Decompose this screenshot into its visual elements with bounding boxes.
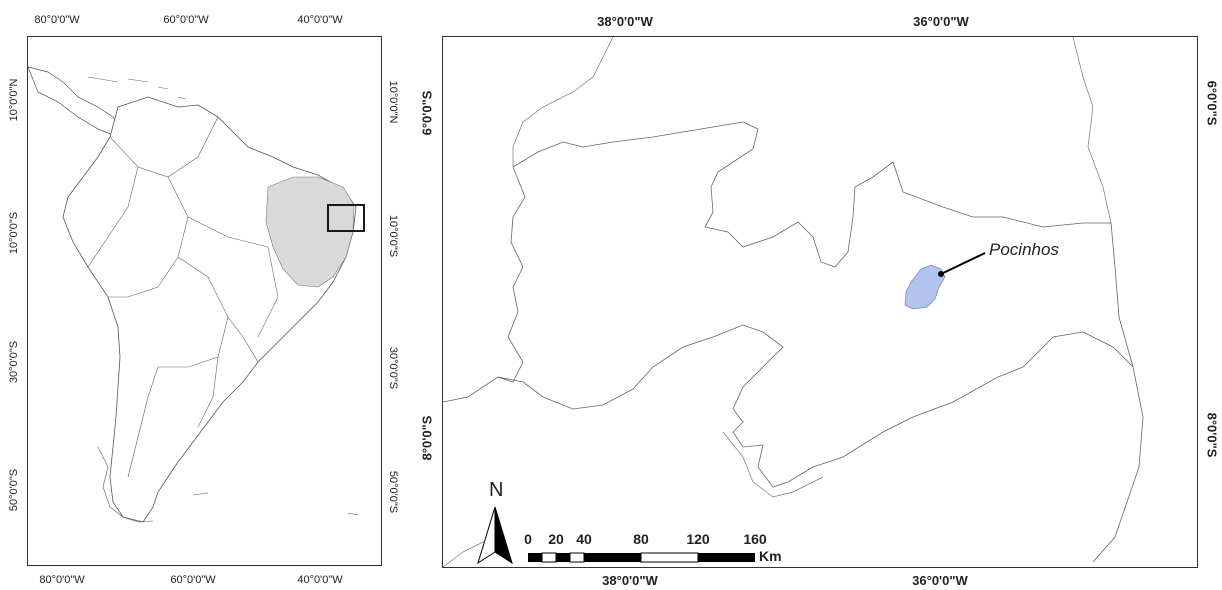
scale-unit-label: Km <box>759 548 782 564</box>
detail-left-lat-label: 6°0'0"S <box>419 90 435 136</box>
detail-right-lat-label: 6°0'0"S <box>1204 80 1220 126</box>
south-america-outline <box>62 96 357 523</box>
detail-map-frame: N Pocinhos 0 20 40 80 120 160 Km <box>442 36 1198 568</box>
detail-right-lat-label: 8°0'0"S <box>1204 412 1220 458</box>
overview-top-lon-label: 80°0'0"W <box>34 14 80 26</box>
central-america-outline <box>27 66 124 138</box>
caribbean-islands <box>87 76 187 100</box>
paraiba-detail-map <box>442 36 1144 568</box>
scale-tick-label: 80 <box>633 531 649 547</box>
pocinhos-point <box>938 271 944 277</box>
country-borders <box>87 116 279 478</box>
scale-tick-label: 20 <box>548 531 564 547</box>
pocinhos-label: Pocinhos <box>989 240 1059 259</box>
overview-bottom-lon-label: 40°0'0"W <box>297 574 343 586</box>
overview-left-lat-label: 10°0'0"S <box>8 211 20 255</box>
scale-tick-label: 0 <box>524 531 532 547</box>
overview-right-lat-label: 10°0'0"S <box>387 214 399 258</box>
scale-tick-label: 40 <box>576 531 592 547</box>
detail-bottom-lon-label: 36°0'0"W <box>912 573 968 588</box>
south-america-map <box>27 66 365 523</box>
overview-top-lon-label: 60°0'0"W <box>163 14 209 26</box>
detail-top-lon-label: 38°0'0"W <box>597 14 653 29</box>
scale-tick-label: 160 <box>743 531 767 547</box>
scale-bar <box>528 552 755 563</box>
overview-top-lon-label: 40°0'0"W <box>297 14 343 26</box>
study-area-box <box>327 204 365 232</box>
overview-right-lat-label: 30°0'0"S <box>387 346 399 390</box>
overview-right-lat-label: 10°0'0"N <box>387 80 399 124</box>
detail-top-lon-label: 36°0'0"W <box>913 14 969 29</box>
overview-left-lat-label: 50°0'0"S <box>8 468 20 512</box>
pocinhos-leader-line <box>940 252 986 275</box>
coastline <box>1072 36 1112 224</box>
overview-bottom-lon-label: 80°0'0"W <box>39 574 85 586</box>
patagonia-islands <box>97 446 359 523</box>
overview-left-lat-label: 30°0'0"S <box>8 340 20 384</box>
scale-tick-label: 120 <box>686 531 710 547</box>
north-arrow-icon <box>477 506 513 565</box>
overview-left-lat-label: 10°0'0"N <box>8 78 20 122</box>
neighbor-state-border <box>512 36 614 167</box>
state-outline <box>512 121 1144 563</box>
pocinhos-polygon <box>904 264 946 310</box>
detail-bottom-lon-label: 38°0'0"W <box>602 573 658 588</box>
north-label: N <box>489 479 504 501</box>
state-south-border <box>442 324 1134 488</box>
overview-right-lat-label: 50°0'0"S <box>387 470 399 514</box>
western-border <box>497 166 526 383</box>
overview-bottom-lon-label: 60°0'0"W <box>170 574 216 586</box>
overview-map-frame <box>27 36 382 566</box>
detail-left-lat-label: 8°0'0"S <box>419 415 435 461</box>
